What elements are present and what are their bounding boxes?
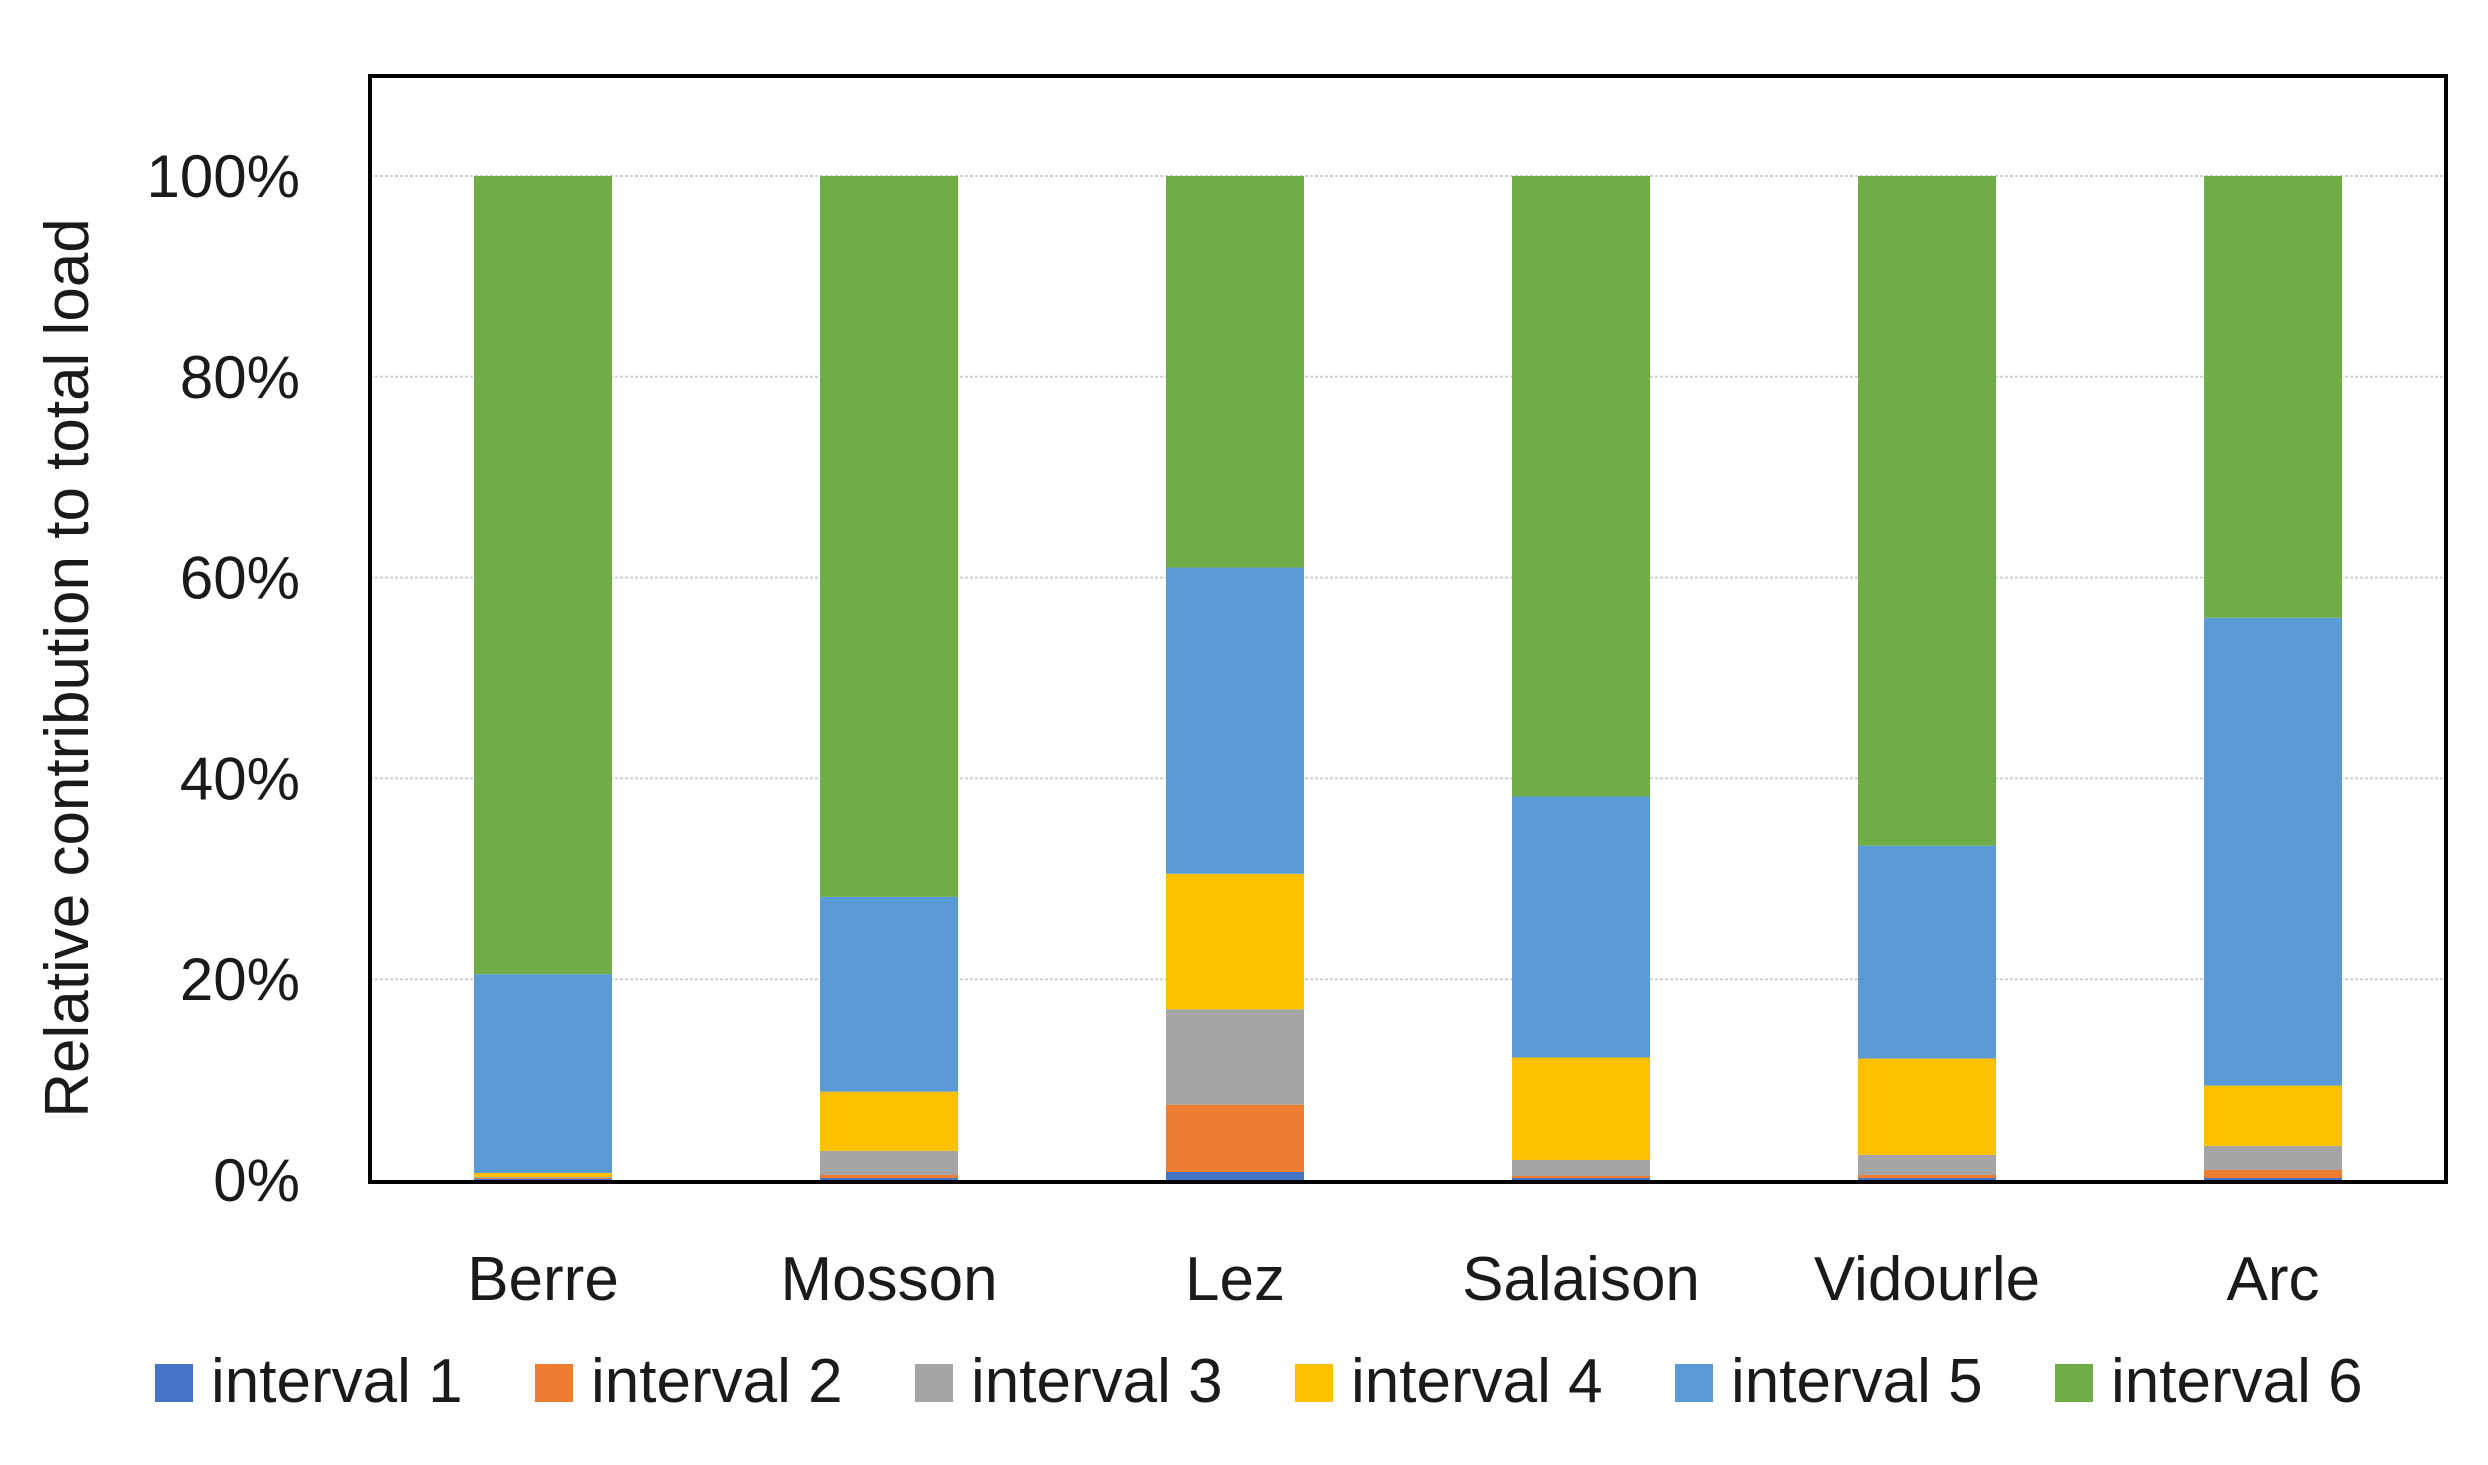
bars	[474, 176, 2342, 1180]
bar-segment-interval-5	[1166, 567, 1304, 874]
legend-swatch	[535, 1364, 573, 1402]
bar-segment-interval-6	[2204, 176, 2342, 618]
bar-segment-interval-1	[1858, 1177, 1996, 1180]
legend-swatch	[1295, 1364, 1333, 1402]
bar-segment-interval-6	[820, 176, 958, 897]
bar-segment-interval-1	[1166, 1171, 1304, 1180]
bar-stack-vidourle	[1858, 176, 1996, 1180]
bar-segment-interval-2	[474, 1177, 612, 1179]
plot-frame	[368, 74, 2448, 1184]
legend: interval 1 interval 2 interval 3 interval 4…	[155, 1347, 2363, 1416]
bar-segment-interval-5	[1858, 845, 1996, 1059]
bar-segment-interval-2	[1512, 1175, 1650, 1178]
bar-segment-interval-1	[474, 1178, 612, 1180]
legend-label: interval 1	[211, 1347, 463, 1416]
x-category-label: Vidourle	[1814, 1245, 2040, 1314]
bar-segment-interval-1	[820, 1177, 958, 1180]
bar-segment-interval-6	[474, 176, 612, 975]
bar-stack-mosson	[820, 176, 958, 1180]
bar-stack-salaison	[1512, 176, 1650, 1180]
legend-swatch	[915, 1364, 953, 1402]
legend-label: interval 6	[2111, 1347, 2363, 1416]
legend-swatch	[2055, 1364, 2093, 1402]
bar-segment-interval-4	[1858, 1058, 1996, 1155]
bar-segment-interval-5	[2204, 617, 2342, 1086]
legend-item: interval 1	[155, 1347, 463, 1416]
bar-segment-interval-4	[820, 1091, 958, 1151]
y-axis-title: Relative contribution to total load	[33, 218, 102, 1118]
bar-segment-interval-5	[820, 896, 958, 1092]
bar-stack-lez	[1166, 176, 1304, 1180]
x-category-label: Arc	[2227, 1245, 2320, 1314]
legend-label: interval 3	[971, 1347, 1223, 1416]
bar-segment-interval-5	[474, 974, 612, 1173]
legend-item: interval 4	[1295, 1347, 1603, 1416]
bar-segment-interval-4	[1512, 1057, 1650, 1160]
bar-segment-interval-3	[1858, 1154, 1996, 1175]
bar-segment-interval-2	[1858, 1174, 1996, 1178]
legend-label: interval 2	[591, 1347, 843, 1416]
bar-stack-berre	[474, 176, 612, 1180]
bar-segment-interval-3	[474, 1176, 612, 1178]
bar-segment-interval-3	[1512, 1159, 1650, 1176]
bar-segment-interval-5	[1512, 796, 1650, 1058]
bar-segment-interval-2	[2204, 1169, 2342, 1178]
legend-label: interval 5	[1731, 1347, 1983, 1416]
bar-segment-interval-2	[820, 1174, 958, 1178]
y-tick-label: 60%	[180, 545, 300, 612]
x-category-label: Berre	[467, 1245, 619, 1314]
x-category-label: Mosson	[780, 1245, 997, 1314]
y-tick-label: 40%	[180, 745, 300, 812]
bar-segment-interval-1	[1512, 1177, 1650, 1180]
legend-item: interval 3	[915, 1347, 1223, 1416]
legend-item: interval 5	[1675, 1347, 1983, 1416]
bar-segment-interval-2	[1166, 1104, 1304, 1172]
bar-segment-interval-3	[820, 1150, 958, 1175]
bar-segment-interval-6	[1512, 176, 1650, 797]
bar-segment-interval-4	[474, 1172, 612, 1177]
y-tick-label: 0%	[213, 1147, 300, 1214]
legend-item: interval 2	[535, 1347, 843, 1416]
bar-segment-interval-4	[2204, 1085, 2342, 1146]
bar-segment-interval-3	[2204, 1145, 2342, 1170]
legend-item: interval 6	[2055, 1347, 2363, 1416]
bar-stack-arc	[2204, 176, 2342, 1180]
legend-swatch	[1675, 1364, 1713, 1402]
gridlines	[370, 175, 2446, 1184]
bar-segment-interval-1	[2204, 1177, 2342, 1180]
bar-segment-interval-4	[1166, 873, 1304, 1010]
y-tick-label: 100%	[147, 143, 300, 210]
y-axis-ticks: 0% 20% 40% 60% 80% 100%	[147, 143, 300, 1214]
legend-label: interval 4	[1351, 1347, 1603, 1416]
bar-segment-interval-3	[1166, 1009, 1304, 1105]
y-tick-label: 20%	[180, 946, 300, 1013]
x-axis-categories: Berre Mosson Lez Salaison Vidourle Arc	[467, 1245, 2319, 1314]
x-category-label: Lez	[1185, 1245, 1285, 1314]
bar-segment-interval-6	[1166, 176, 1304, 568]
legend-swatch	[155, 1364, 193, 1402]
bar-segment-interval-6	[1858, 176, 1996, 846]
x-category-label: Salaison	[1462, 1245, 1700, 1314]
y-tick-label: 80%	[180, 344, 300, 411]
